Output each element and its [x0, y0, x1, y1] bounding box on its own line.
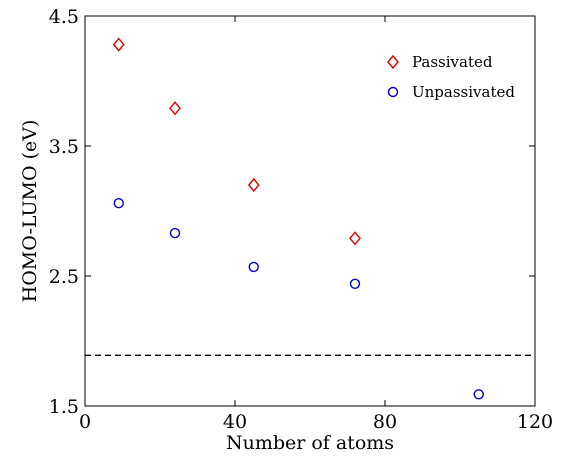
y-tick-label: 2.5 [49, 266, 79, 288]
legend-label-unpassivated: Unpassivated [412, 83, 515, 101]
plot-frame [84, 15, 536, 407]
x-tick-label: 120 [517, 411, 553, 433]
x-tick-label: 40 [223, 411, 247, 433]
legend: Passivated Unpassivated [387, 53, 515, 101]
axis-ticks [84, 15, 536, 407]
legend-marker-passivated [387, 54, 399, 70]
point-passivated [112, 37, 125, 52]
point-unpassivated [349, 278, 361, 289]
point-unpassivated [248, 261, 259, 273]
point-passivated [247, 177, 260, 193]
y-tick-label: 1.5 [49, 396, 79, 418]
x-tick-label: 0 [79, 411, 91, 433]
legend-label-passivated: Passivated [412, 53, 493, 71]
data-points [112, 37, 484, 400]
y-axis-label: HOMO-LUMO (eV) [19, 120, 41, 303]
y-tick-label: 3.5 [49, 136, 79, 158]
point-unpassivated [169, 227, 181, 239]
point-unpassivated [113, 197, 124, 209]
point-passivated [169, 101, 181, 116]
axis-tick-labels: 0 40 80 120 1.5 2.5 3.5 4.5 [49, 6, 553, 433]
y-tick-label: 4.5 [49, 6, 79, 28]
x-axis-label: Number of atoms [226, 432, 394, 454]
x-tick-label: 80 [373, 411, 397, 433]
legend-marker-unpassivated [387, 86, 399, 98]
point-passivated [349, 231, 361, 246]
point-unpassivated [473, 389, 484, 400]
